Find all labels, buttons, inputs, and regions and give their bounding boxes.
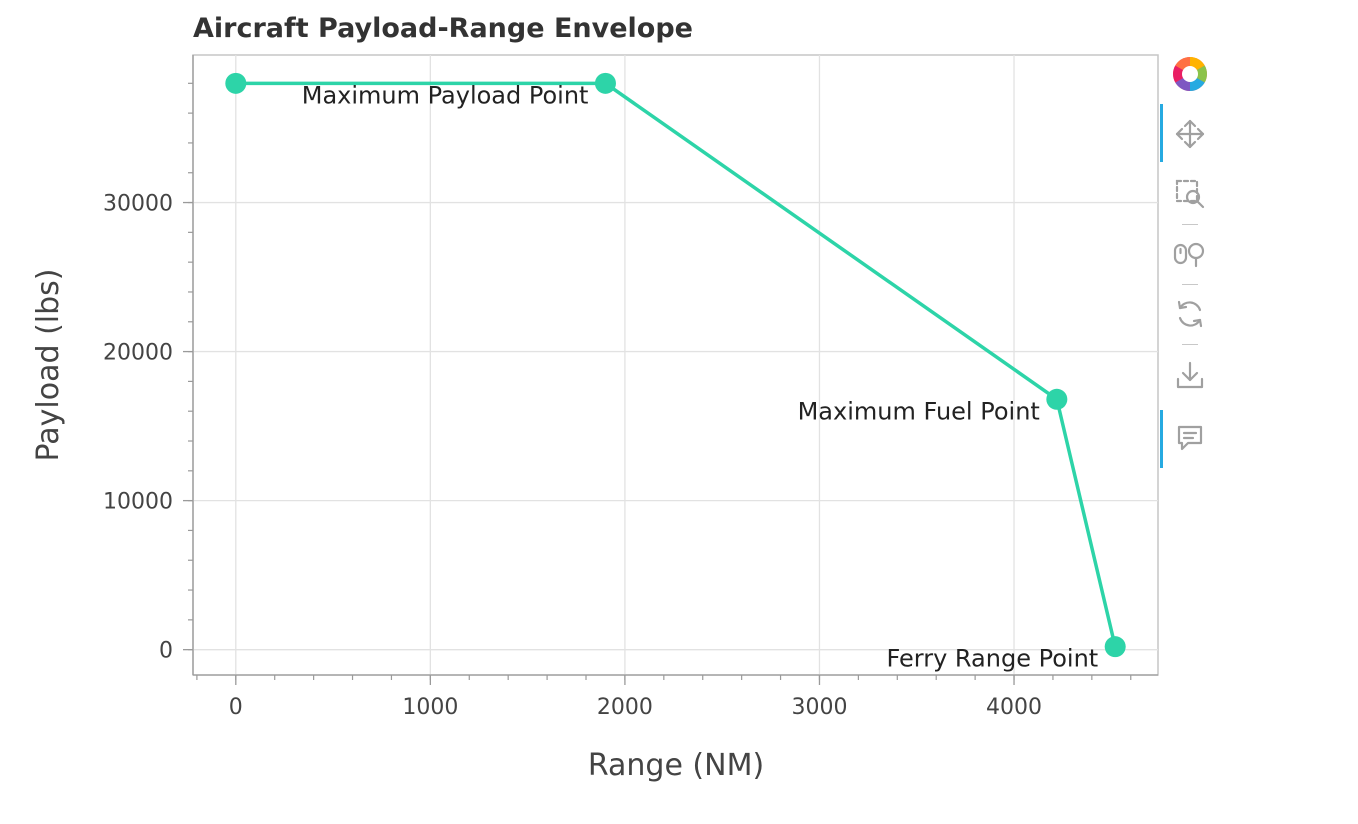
data-point[interactable] [1046, 388, 1068, 410]
hover-active-indicator [1160, 410, 1163, 468]
y-tick-label: 0 [159, 639, 173, 664]
x-tick-label: 0 [229, 695, 243, 720]
reset-tool-button[interactable] [1168, 292, 1212, 336]
hover-tool-icon [1177, 425, 1203, 451]
grid [193, 55, 1158, 675]
toolbar-separator [1182, 284, 1198, 285]
save-tool-button[interactable] [1168, 354, 1212, 398]
plot-area[interactable] [192, 54, 1159, 676]
pan-tool-icon [1175, 119, 1205, 149]
toolbar [1160, 52, 1220, 472]
save-tool-icon [1176, 361, 1204, 389]
pan-tool-button[interactable] [1168, 112, 1212, 156]
bokeh-logo-button[interactable] [1168, 52, 1212, 96]
axes: 0 1000 2000 3000 4000 0 10000 20000 30000 [103, 55, 1158, 720]
wheel-zoom-tool-icon [1173, 242, 1205, 268]
x-tick-label: 3000 [791, 695, 847, 720]
pan-active-indicator [1160, 104, 1163, 162]
y-axis-label: Payload (lbs) [31, 269, 66, 462]
x-axis-label: Range (NM) [588, 748, 764, 783]
toolbar-separator [1182, 344, 1198, 345]
point-annotation: Ferry Range Point [887, 645, 1099, 673]
box-zoom-tool-icon [1175, 179, 1205, 209]
y-tick-label: 20000 [103, 341, 173, 366]
data-point[interactable] [225, 72, 247, 94]
data-point[interactable] [1104, 636, 1126, 658]
chart-title: Aircraft Payload-Range Envelope [193, 13, 693, 44]
reset-tool-icon [1177, 300, 1203, 328]
y-tick-label: 10000 [103, 490, 173, 515]
hover-tool-button[interactable] [1168, 416, 1212, 460]
y-tick-label: 30000 [103, 192, 173, 217]
box-zoom-tool-button[interactable] [1168, 172, 1212, 216]
point-annotation: Maximum Payload Point [302, 81, 589, 109]
x-tick-label: 4000 [986, 695, 1042, 720]
x-tick-label: 2000 [597, 695, 653, 720]
x-tick-label: 1000 [402, 695, 458, 720]
annotations: Maximum Payload Point Maximum Fuel Point F… [302, 81, 1098, 672]
bokeh-logo-icon [1173, 57, 1207, 91]
toolbar-separator [1182, 224, 1198, 225]
series-layer [225, 72, 1126, 658]
data-point[interactable] [594, 72, 616, 94]
series-line [235, 81, 1117, 648]
point-annotation: Maximum Fuel Point [798, 397, 1040, 425]
wheel-zoom-tool-button[interactable] [1168, 232, 1212, 276]
